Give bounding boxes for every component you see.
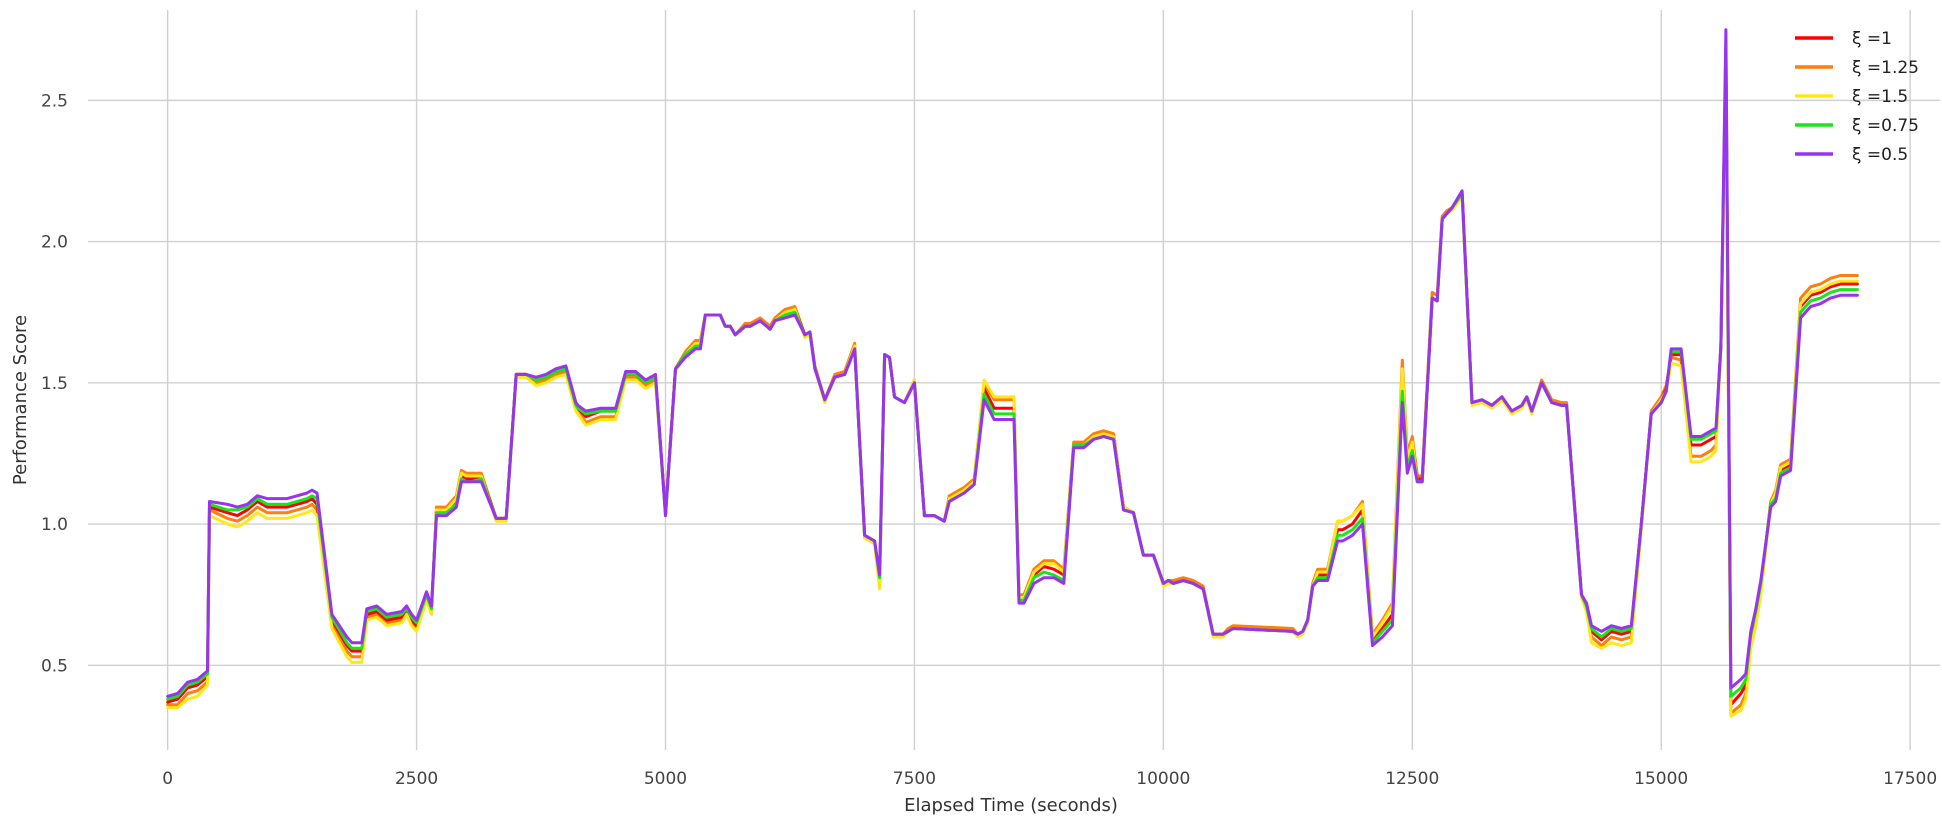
y-tick-labels: 0.5 1.0 1.5 2.0 2.5 <box>41 91 68 676</box>
legend-label: ξ =1.25 <box>1852 58 1919 78</box>
x-tick-labels: 0 2500 5000 7500 10000 12500 15000 17500 <box>162 769 1937 789</box>
x-tick-label: 5000 <box>644 769 687 789</box>
legend: ξ =1 ξ =1.25 ξ =1.5 ξ =0.75 ξ =0.5 <box>1795 29 1919 165</box>
legend-label: ξ =1 <box>1852 29 1892 49</box>
x-tick-label: 12500 <box>1385 769 1439 789</box>
series-line-2 <box>166 76 1859 718</box>
x-tick-label: 17500 <box>1883 769 1937 789</box>
x-tick-label: 10000 <box>1136 769 1190 789</box>
legend-label: ξ =1.5 <box>1852 87 1908 107</box>
legend-item: ξ =0.75 <box>1795 116 1919 136</box>
y-axis-title: Performance Score <box>10 315 31 485</box>
series-layer <box>166 28 1859 718</box>
x-axis-title: Elapsed Time (seconds) <box>904 795 1118 816</box>
legend-label: ξ =0.75 <box>1852 116 1919 136</box>
legend-item: ξ =1 <box>1795 29 1892 49</box>
y-tick-label: 2.0 <box>41 233 68 253</box>
grid-layer <box>88 10 1940 750</box>
x-tick-label: 15000 <box>1634 769 1688 789</box>
legend-item: ξ =0.5 <box>1795 145 1908 165</box>
y-tick-label: 1.5 <box>41 374 68 394</box>
legend-item: ξ =1.5 <box>1795 87 1908 107</box>
legend-item: ξ =1.25 <box>1795 58 1919 78</box>
legend-label: ξ =0.5 <box>1852 145 1908 165</box>
series-line-3 <box>166 42 1859 701</box>
series-line-4 <box>166 28 1859 698</box>
x-tick-label: 2500 <box>395 769 438 789</box>
y-tick-label: 1.0 <box>41 515 68 535</box>
y-tick-label: 2.5 <box>41 91 68 111</box>
x-tick-label: 0 <box>162 769 173 789</box>
x-tick-label: 7500 <box>893 769 936 789</box>
y-tick-label: 0.5 <box>41 656 68 676</box>
